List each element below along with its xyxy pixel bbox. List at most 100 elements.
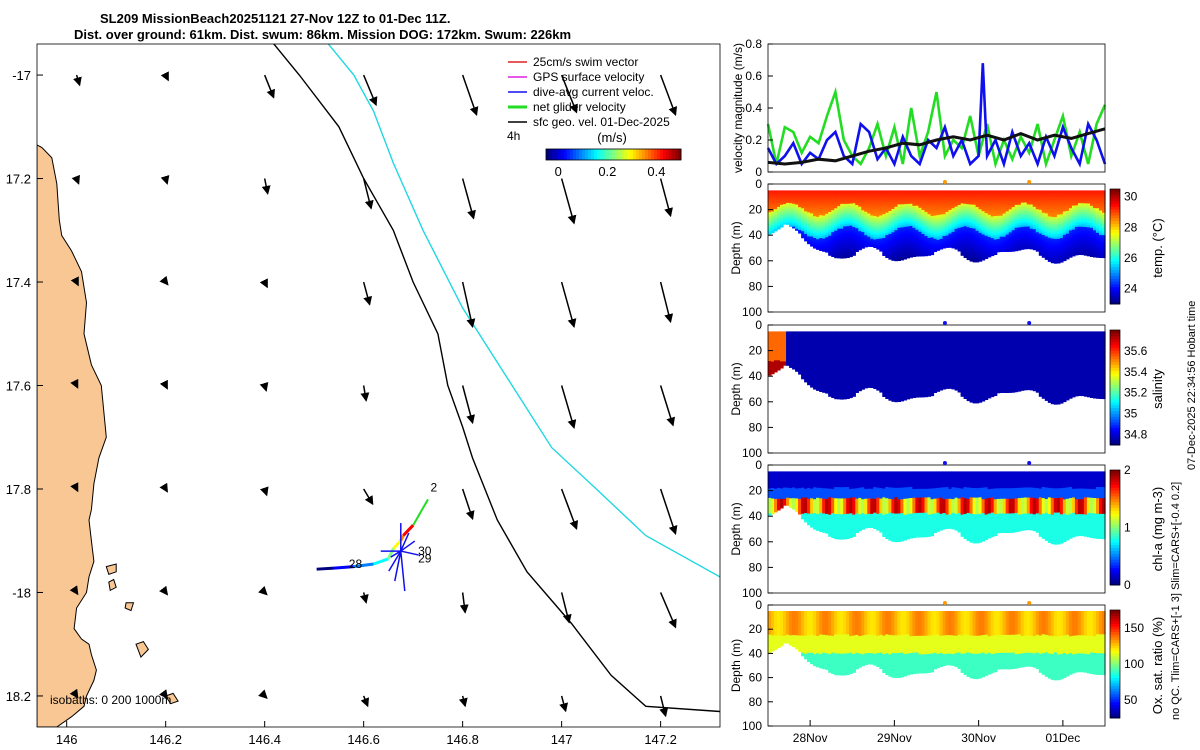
- island: [105, 563, 117, 576]
- geo-velocity-vector: [70, 378, 79, 389]
- geo-velocity-vector: [362, 281, 373, 306]
- map-ytick-label: -18: [12, 585, 31, 600]
- section-cell: [792, 193, 796, 195]
- section-cell: [795, 208, 799, 211]
- section-cell: [780, 207, 784, 210]
- map-colorbar-cell: [669, 149, 673, 160]
- map-colorbar-cell: [636, 149, 640, 160]
- map-colorbar-cell: [663, 149, 667, 160]
- section-colorbar-cell: [1110, 229, 1120, 233]
- section-cell: [783, 214, 787, 216]
- section-cell: [783, 194, 787, 196]
- section-cell: [795, 223, 799, 226]
- track-segment: [373, 557, 389, 566]
- section-cell: [792, 190, 796, 193]
- section-cell: [777, 204, 781, 207]
- section-cell: [768, 190, 772, 193]
- section-cell: [795, 224, 799, 227]
- isobath-label: isobaths: 0 200 1000m: [50, 693, 171, 707]
- geo-velocity-vector: [159, 275, 169, 286]
- map-colorbar-cell: [651, 149, 655, 160]
- geo-velocity-vector: [659, 695, 669, 718]
- section-ytick-label: 0: [755, 177, 762, 191]
- section-cell: [777, 224, 781, 227]
- geo-velocity-vector: [459, 592, 469, 614]
- section-cell: [783, 207, 787, 210]
- map-colorbar-cell: [579, 149, 583, 160]
- section-cell: [786, 219, 790, 222]
- section-cell: [789, 191, 793, 194]
- section-cell: [771, 191, 775, 194]
- geo-velocity-vector: [159, 379, 168, 390]
- section-cell: [768, 230, 772, 234]
- section-cell: [792, 214, 796, 217]
- section-cell: [780, 225, 784, 228]
- section-cell: [885, 396, 889, 399]
- section-cell: [768, 206, 772, 209]
- geo-velocity-vector: [69, 585, 79, 596]
- section-colorbar-cell: [1110, 220, 1120, 224]
- section-cell: [780, 223, 784, 225]
- section-colorbar-cell: [1110, 281, 1120, 285]
- map-colorbar-cell: [627, 149, 631, 160]
- section-cell: [780, 219, 784, 221]
- geo-velocity-vector: [659, 281, 674, 324]
- geo-velocity-vector: [360, 695, 370, 708]
- map-colorbar-frame: [545, 148, 682, 161]
- geo-velocity-vector: [659, 74, 678, 117]
- section-colorbar-cell: [1110, 237, 1120, 242]
- section-ytick-label: 100: [742, 305, 762, 319]
- section-cell: [789, 203, 793, 206]
- section-colorbar-cell: [1110, 263, 1120, 268]
- section-colorbar-cell: [1110, 223, 1120, 227]
- map-colorbar-cell: [555, 149, 559, 160]
- map-colorbar-cell: [591, 149, 595, 160]
- section-cell: [795, 221, 799, 224]
- section-cell: [774, 226, 778, 229]
- section-cell: [771, 204, 775, 207]
- map-colorbar-cell: [675, 149, 679, 160]
- map-colorbar-cell: [582, 149, 586, 160]
- section-cell: [777, 217, 781, 220]
- section-cell: [792, 215, 796, 218]
- section-cell: [786, 221, 790, 224]
- geo-velocity-vector: [69, 688, 79, 699]
- section-cell: [786, 191, 790, 194]
- section-cell: [786, 220, 790, 223]
- map-colorbar-cell: [576, 149, 580, 160]
- section-cell: [771, 196, 775, 199]
- section-cell: [789, 204, 793, 207]
- section-cell: [771, 207, 775, 210]
- section-cell: [792, 191, 796, 194]
- section-cell: [795, 206, 799, 209]
- section-cell: [780, 193, 784, 195]
- geo-velocity-vector: [259, 381, 269, 392]
- map-colorbar-cell: [573, 149, 577, 160]
- section-cell: [771, 229, 775, 232]
- section-cell: [792, 202, 796, 205]
- section-cell: [789, 213, 793, 216]
- section-cell: [768, 192, 772, 195]
- section-cell: [771, 226, 775, 229]
- map-colorbar-cell: [642, 149, 646, 160]
- map-colorbar-cell: [657, 149, 661, 160]
- geo-velocity-vector: [659, 488, 678, 535]
- section-cell: [780, 224, 784, 227]
- section-cell: [795, 204, 799, 207]
- section-cell: [786, 190, 790, 193]
- map-colorbar-cell: [606, 149, 610, 160]
- section-cell: [768, 195, 772, 198]
- section-cell: [774, 197, 778, 200]
- geo-velocity-vector: [560, 74, 578, 114]
- geo-velocity-vector: [71, 174, 80, 185]
- section-cell: [792, 198, 796, 201]
- section-colorbar-cell: [1110, 212, 1120, 216]
- section-cell: [783, 209, 787, 211]
- section-cell: [789, 207, 793, 209]
- section-cell: [786, 194, 790, 197]
- section-cell: [780, 210, 784, 212]
- map-colorbar-tick: 0.4: [647, 164, 665, 179]
- geo-velocity-vector: [159, 689, 169, 700]
